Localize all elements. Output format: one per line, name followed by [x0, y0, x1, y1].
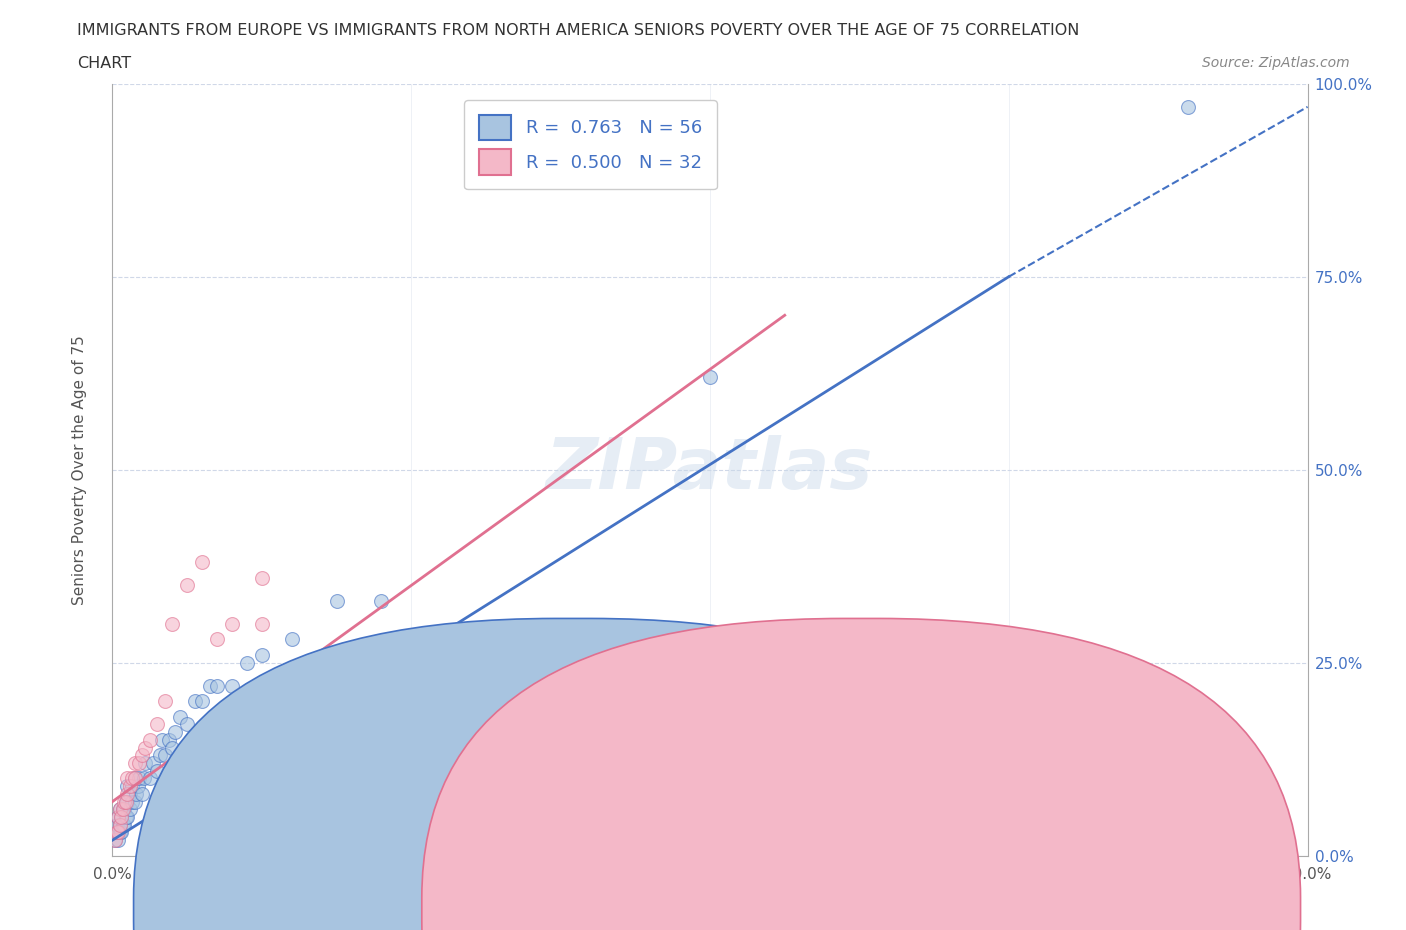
- Point: [125, 787, 148, 802]
- Point: [221, 617, 243, 631]
- Point: [105, 825, 128, 840]
- Point: [370, 794, 392, 809]
- Point: [205, 678, 228, 693]
- Point: [120, 787, 142, 802]
- Point: [250, 647, 273, 662]
- Point: [325, 809, 347, 825]
- Point: [162, 617, 183, 631]
- Point: [134, 755, 156, 770]
- Point: [699, 369, 721, 384]
- Point: [131, 748, 153, 763]
- Point: [221, 678, 243, 693]
- Point: [205, 632, 228, 647]
- Point: [114, 802, 135, 817]
- Point: [142, 755, 165, 770]
- Point: [236, 656, 259, 671]
- Point: [121, 794, 143, 809]
- Point: [117, 809, 139, 825]
- Point: [1177, 100, 1199, 114]
- Point: [401, 724, 423, 739]
- Text: Immigrants from North America: Immigrants from North America: [834, 899, 1078, 914]
- Point: [250, 570, 273, 585]
- Point: [124, 771, 146, 786]
- Point: [120, 802, 142, 817]
- Point: [139, 733, 162, 748]
- Y-axis label: Seniors Poverty Over the Age of 75: Seniors Poverty Over the Age of 75: [73, 335, 87, 604]
- Point: [165, 724, 187, 739]
- Point: [110, 825, 132, 840]
- Point: [121, 778, 143, 793]
- Point: [146, 764, 169, 778]
- Point: [111, 802, 134, 817]
- Point: [111, 802, 134, 817]
- Point: [107, 809, 129, 825]
- Point: [134, 740, 156, 755]
- Point: [191, 555, 214, 570]
- Point: [250, 617, 273, 631]
- Point: [139, 771, 162, 786]
- Point: [105, 825, 128, 840]
- Point: [110, 809, 132, 825]
- Point: [111, 817, 134, 832]
- Point: [124, 771, 146, 786]
- Text: ZIPatlas: ZIPatlas: [547, 435, 873, 504]
- Point: [108, 825, 131, 840]
- Point: [105, 817, 128, 832]
- Point: [128, 755, 150, 770]
- Point: [475, 694, 498, 709]
- Legend: R =  0.763   N = 56, R =  0.500   N = 32: R = 0.763 N = 56, R = 0.500 N = 32: [464, 100, 717, 190]
- Text: Source: ZipAtlas.com: Source: ZipAtlas.com: [1202, 56, 1350, 70]
- Point: [120, 778, 142, 793]
- Point: [117, 771, 139, 786]
- Point: [128, 771, 150, 786]
- Point: [281, 771, 304, 786]
- Point: [124, 755, 146, 770]
- Point: [146, 717, 169, 732]
- Text: IMMIGRANTS FROM EUROPE VS IMMIGRANTS FROM NORTH AMERICA SENIORS POVERTY OVER THE: IMMIGRANTS FROM EUROPE VS IMMIGRANTS FRO…: [77, 23, 1080, 38]
- Point: [176, 717, 198, 732]
- Point: [370, 593, 392, 608]
- Point: [121, 771, 143, 786]
- Point: [191, 694, 214, 709]
- Point: [153, 694, 176, 709]
- Point: [183, 694, 205, 709]
- Point: [150, 733, 173, 748]
- Point: [107, 832, 129, 847]
- Point: [115, 794, 138, 809]
- Point: [281, 632, 304, 647]
- Point: [104, 832, 127, 847]
- Point: [132, 771, 155, 786]
- Point: [104, 832, 127, 847]
- Point: [115, 809, 138, 825]
- Text: Immigrants from Europe: Immigrants from Europe: [568, 899, 754, 914]
- Point: [110, 809, 132, 825]
- Point: [325, 593, 347, 608]
- Point: [107, 825, 129, 840]
- Point: [157, 733, 180, 748]
- Text: CHART: CHART: [77, 56, 131, 71]
- Point: [169, 710, 191, 724]
- Point: [115, 794, 138, 809]
- Point: [127, 778, 149, 793]
- Point: [153, 748, 176, 763]
- Point: [176, 578, 198, 593]
- Point: [108, 817, 131, 832]
- Point: [108, 817, 131, 832]
- Point: [162, 740, 183, 755]
- Point: [108, 802, 131, 817]
- Point: [131, 787, 153, 802]
- Point: [124, 794, 146, 809]
- Point: [149, 748, 172, 763]
- Point: [198, 678, 221, 693]
- Point: [114, 817, 135, 832]
- Point: [114, 794, 135, 809]
- Point: [117, 787, 139, 802]
- Point: [107, 809, 129, 825]
- Point: [117, 794, 139, 809]
- Point: [108, 802, 131, 817]
- Point: [117, 778, 139, 793]
